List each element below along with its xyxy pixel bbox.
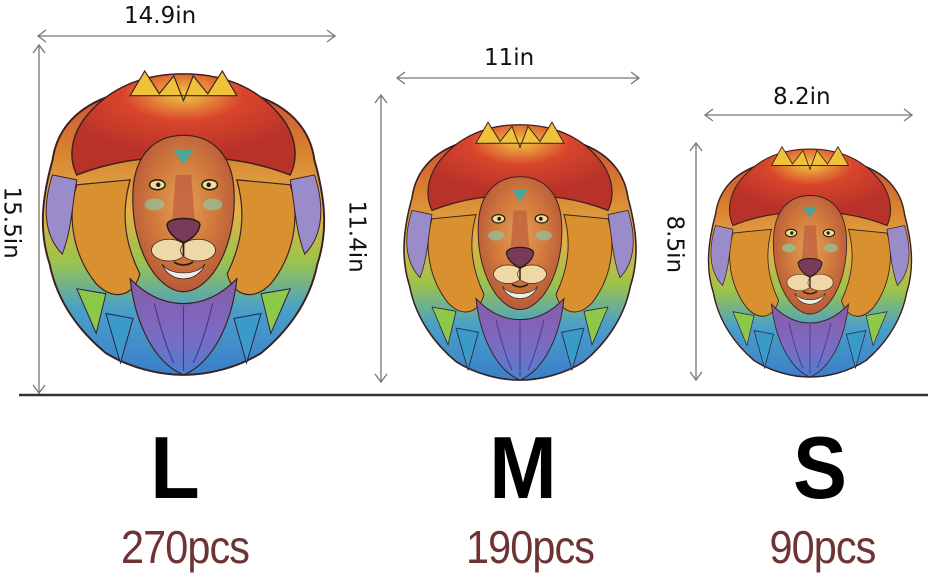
width-arrow-small (703, 108, 914, 122)
height-arrow-large (32, 43, 46, 395)
lion-puzzle-image-medium (403, 121, 637, 381)
piece-count-small: 90pcs (769, 521, 877, 573)
size-label-small: S (792, 418, 847, 517)
height-arrow-small (689, 141, 703, 382)
width-arrow-medium (395, 71, 641, 85)
lion-puzzle-image-small (707, 146, 913, 378)
piece-count-medium: 190pcs (465, 521, 595, 573)
width-label-small: 8.2in (773, 84, 831, 110)
height-arrow-medium (374, 93, 388, 384)
size-label-medium: M (489, 418, 557, 517)
piece-count-large: 270pcs (120, 521, 250, 573)
height-label-medium: 11.4in (343, 200, 370, 273)
height-label-large: 15.5in (0, 186, 25, 259)
lion-puzzle-image-large (41, 69, 326, 376)
width-label-large: 14.9in (124, 3, 197, 29)
width-label-medium: 11in (484, 45, 535, 71)
height-label-small: 8.5in (661, 215, 688, 274)
width-arrow-large (36, 29, 337, 43)
size-label-large: L (150, 418, 200, 517)
